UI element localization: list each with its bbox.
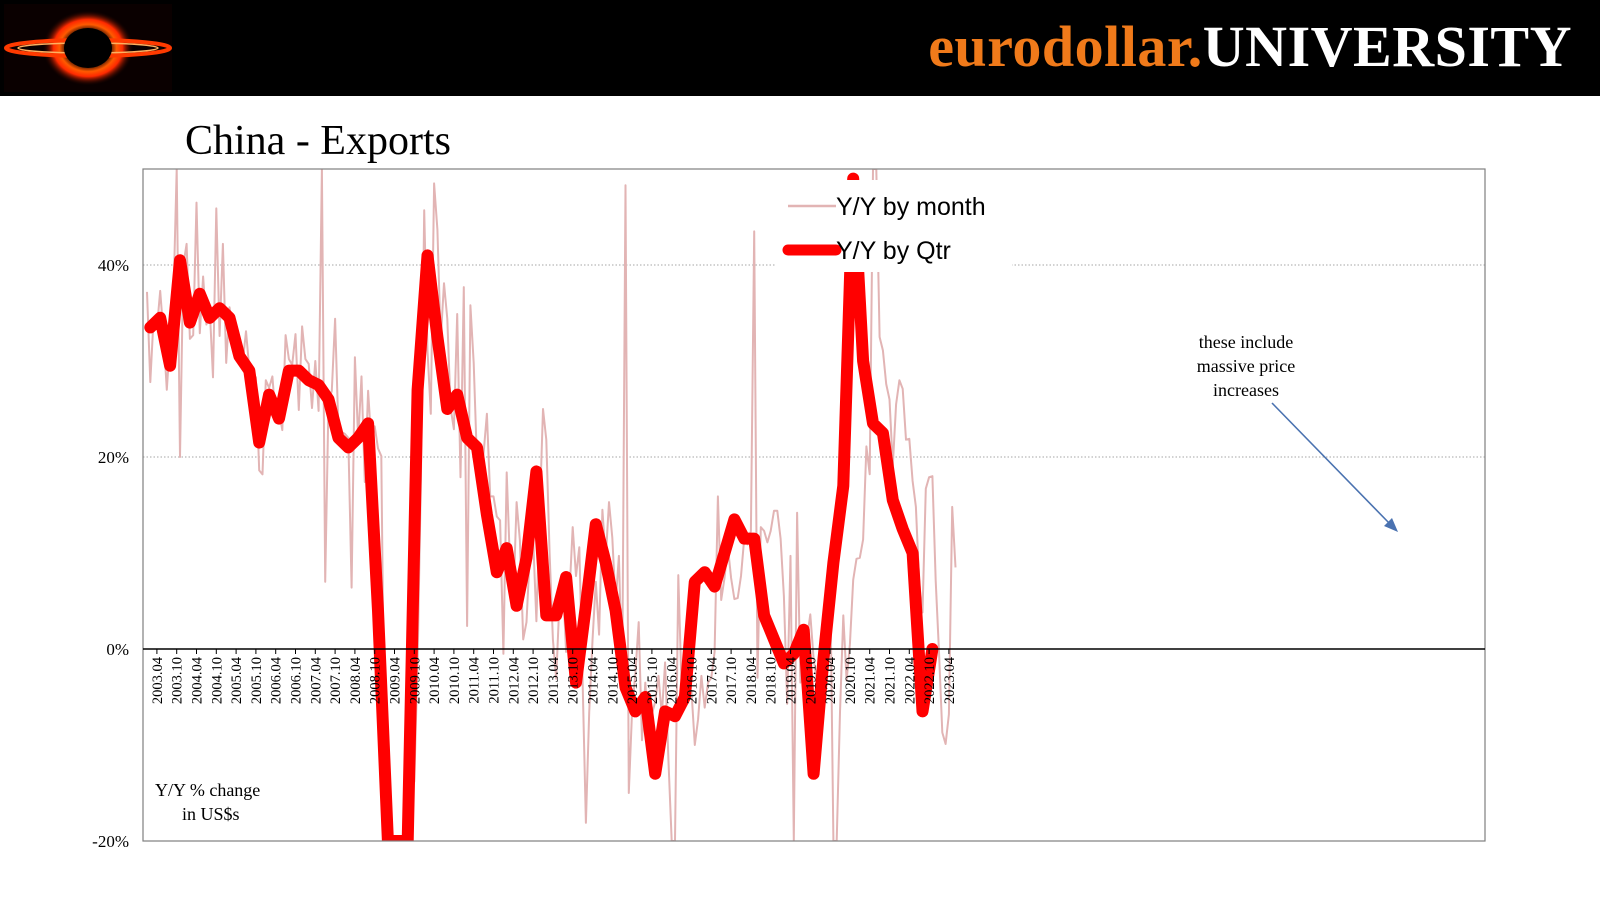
x-tick-label: 2022.10 [922,657,938,704]
x-tick-label: 2020.10 [843,657,859,704]
legend: Y/Y by month Y/Y by Qtr [775,180,1012,272]
x-tick-label: 2019.10 [803,657,819,704]
x-tick-label: 2005.04 [229,656,245,704]
y-tick-label: -20% [92,832,129,851]
x-tick-label: 2004.04 [190,656,206,704]
brand-part-eurodollar: eurodollar. [928,14,1203,79]
x-tick-label: 2005.10 [249,657,265,704]
x-tick-label: 2008.10 [368,657,384,704]
y-tick-label: 20% [98,448,129,467]
annotation-arrow [1271,402,1391,525]
price-annotation: these include massive price increases [1197,332,1398,532]
legend-label-quarterly: Y/Y by Qtr [836,237,951,265]
annotation-line-3: increases [1213,380,1279,400]
x-tick-label: 2003.04 [150,656,166,704]
y-note-line-2: in US$s [182,804,240,824]
x-tick-label: 2009.10 [407,657,423,704]
x-tick-label: 2006.10 [289,657,305,704]
x-tick-label: 2018.10 [764,657,780,704]
plot-frame [142,168,1486,842]
x-tick-label: 2022.04 [902,656,918,704]
x-tick-label: 2017.04 [704,656,720,704]
axes-group [142,168,1486,842]
x-tick-label: 2012.04 [506,656,522,704]
x-tick-label: 2006.04 [269,656,285,704]
x-tick-label: 2010.10 [447,657,463,704]
x-tick-label: 2018.04 [744,656,760,704]
x-tick-label: 2021.04 [863,656,879,704]
x-tick-label: 2021.10 [883,657,899,704]
x-tick-label: 2015.04 [625,656,641,704]
quarterly-series-group [144,172,939,841]
brand-wordmark: eurodollar.UNIVERSITY [928,12,1572,82]
y-note-line-1: Y/Y % change [155,780,260,800]
y-tick-label: 0% [106,640,129,659]
x-tick-label: 2017.10 [724,657,740,704]
x-tick-label: 2009.04 [388,656,404,704]
x-tick-labels: 2003.04 2003.10 2004.04 2004.10 2005.04 2005.… [150,649,958,704]
x-tick-label: 2016.04 [665,656,681,704]
x-tick-label: 2011.10 [487,657,503,704]
x-tick-label: 2013.10 [566,657,582,704]
y-axis-note: Y/Y % change in US$s [155,780,260,824]
y-tick-labels: -20% 0% 20% 40% [92,256,129,851]
x-tick-label: 2013.04 [546,656,562,704]
x-tick-label: 2023.04 [942,656,958,704]
x-tick-label: 2007.04 [308,656,324,704]
y-tick-label: 40% [98,256,129,275]
x-tick-label: 2010.04 [427,656,443,704]
x-tick-label: 2016.10 [685,657,701,704]
x-tick-label: 2019.04 [784,656,800,704]
eurodollar-logo-icon [4,4,172,92]
annotation-arrowhead-icon [1384,518,1398,532]
x-tick-label: 2020.04 [823,656,839,704]
header-bar: eurodollar.UNIVERSITY [0,0,1600,96]
x-tick-label: 2007.10 [328,657,344,704]
annotation-line-2: massive price [1197,356,1295,376]
legend-label-monthly: Y/Y by month [836,193,986,221]
x-tick-label: 2012.10 [526,657,542,704]
x-tick-label: 2003.10 [170,657,186,704]
x-tick-label: 2008.04 [348,656,364,704]
annotation-line-1: these include [1199,332,1293,352]
chart-title: China - Exports [185,118,451,164]
x-tick-label: 2004.10 [209,657,225,704]
x-tick-label: 2015.10 [645,657,661,704]
quarterly-series-line [144,172,939,841]
legend-background [775,180,1012,272]
brand-part-university: UNIVERSITY [1202,14,1572,79]
x-tick-label: 2011.04 [467,656,483,703]
x-tick-label: 2014.10 [605,657,621,704]
x-tick-label: 2014.04 [586,656,602,704]
